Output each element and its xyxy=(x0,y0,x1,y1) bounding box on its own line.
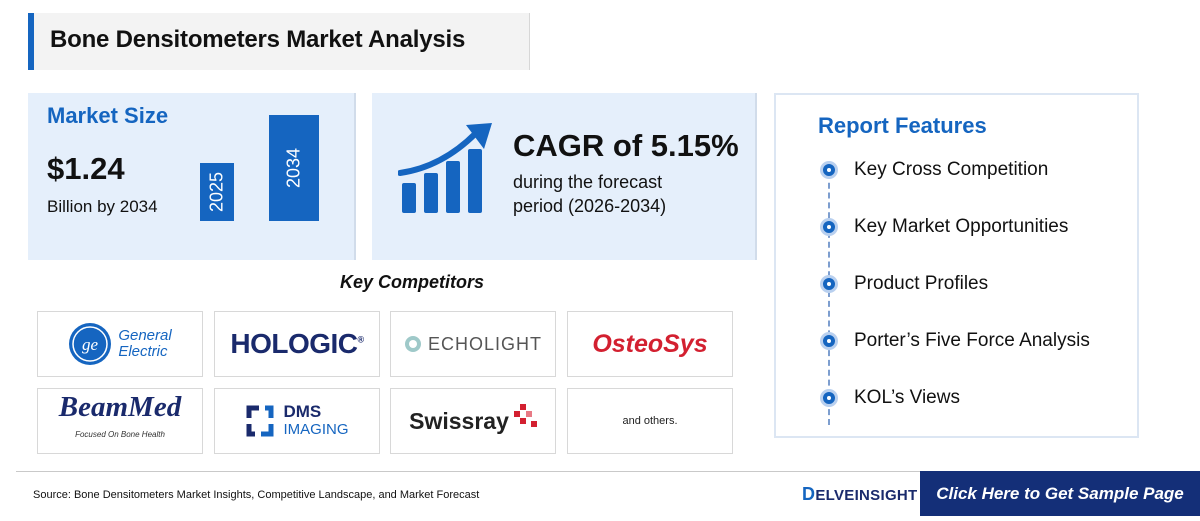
key-competitors-title: Key Competitors xyxy=(340,272,485,292)
page-title: Bone Densitometers Market Analysis xyxy=(50,26,466,53)
feature-item: Product Profiles xyxy=(820,273,988,295)
beammed-text: BeamMed xyxy=(58,391,182,423)
market-size-label: Market Size xyxy=(47,103,169,128)
logo-hologic: HOLOGIC® xyxy=(214,311,380,377)
logo-dms-imaging: DMS IMAGING xyxy=(214,388,380,454)
feature-item: Porter’s Five Force Analysis xyxy=(820,330,1090,352)
dms-bracket-icon xyxy=(246,405,274,437)
logo-swissray: Swissray xyxy=(390,388,556,454)
feature-label: Key Market Opportunities xyxy=(854,216,1069,237)
feature-label: Porter’s Five Force Analysis xyxy=(854,330,1090,351)
brand-initial: D xyxy=(802,484,816,504)
bar-2025-label: 2025 xyxy=(206,171,227,213)
market-size-subtitle: Billion by 2034 xyxy=(47,197,158,216)
report-features-panel: Report Features Key Cross Competition Ke… xyxy=(774,93,1139,438)
swissray-wordmark: Swissray xyxy=(409,407,509,434)
source-note: Source: Bone Densitometers Market Insigh… xyxy=(33,489,480,501)
bar-2034: 2034 xyxy=(269,115,319,221)
footer-divider xyxy=(16,471,1200,472)
cagr-line-2: period (2026-2034) xyxy=(513,196,667,216)
bullet-icon xyxy=(820,218,838,236)
dms-line-1: DMS xyxy=(283,402,322,421)
bullet-icon xyxy=(820,332,838,350)
ge-line-2: Electric xyxy=(118,343,168,360)
cagr-title: CAGR of 5.15% xyxy=(513,128,739,163)
cagr-subtitle: during the forecast period (2026-2034) xyxy=(513,170,666,218)
title-banner: Bone Densitometers Market Analysis xyxy=(28,13,530,70)
bar-2034-label: 2034 xyxy=(283,147,304,189)
others-text: and others. xyxy=(622,415,678,427)
bar-2025: 2025 xyxy=(200,163,234,221)
echolight-icon xyxy=(404,336,421,352)
beammed-wordmark: BeamMed Focused On Bone Health xyxy=(59,393,181,449)
logo-others: and others. xyxy=(567,388,733,454)
bullet-icon xyxy=(820,275,838,293)
feature-item: Key Market Opportunities xyxy=(820,216,1068,238)
ge-line-1: General xyxy=(118,327,172,344)
hologic-text: HOLOGIC xyxy=(230,328,358,359)
feature-item: Key Cross Competition xyxy=(820,159,1048,181)
feature-label: Key Cross Competition xyxy=(854,159,1049,180)
logo-general-electric: ge General Electric xyxy=(37,311,203,377)
market-size-value: $1.24 xyxy=(47,151,125,186)
market-size-panel: Market Size $1.24 Billion by 2034 2025 2… xyxy=(28,93,356,260)
feature-label: KOL’s Views xyxy=(854,387,960,408)
bullet-icon xyxy=(820,389,838,407)
feature-label: Product Profiles xyxy=(854,273,989,294)
swissray-cross-icon xyxy=(513,404,537,427)
dms-wordmark: DMS IMAGING xyxy=(283,403,348,439)
cagr-line-1: during the forecast xyxy=(513,172,663,192)
brand-rest: ELVEINSIGHT xyxy=(815,487,918,504)
beammed-tagline: Focused On Bone Health xyxy=(75,430,165,439)
feature-item: KOL’s Views xyxy=(820,387,960,409)
report-features-title: Report Features xyxy=(818,113,987,138)
svg-text:ge: ge xyxy=(82,335,99,354)
echolight-wordmark: ECHOLIGHT xyxy=(427,333,542,354)
ge-wordmark: General Electric xyxy=(118,328,171,360)
logo-echolight: ECHOLIGHT xyxy=(390,311,556,377)
cagr-panel: CAGR of 5.15% during the forecast period… xyxy=(372,93,757,260)
logo-osteosys: OsteoSys xyxy=(567,311,733,377)
growth-chart-icon xyxy=(398,123,492,213)
hologic-registered-mark: ® xyxy=(357,334,365,345)
dms-line-2: IMAGING xyxy=(283,421,349,438)
get-sample-page-button[interactable]: Click Here to Get Sample Page xyxy=(920,471,1200,516)
osteosys-wordmark: OsteoSys xyxy=(592,329,708,358)
bullet-icon xyxy=(820,161,838,179)
hologic-wordmark: HOLOGIC® xyxy=(230,328,365,360)
logo-beammed: BeamMed Focused On Bone Health xyxy=(37,388,203,454)
delveinsight-logo: DELVEINSIGHT xyxy=(802,484,918,505)
timeline-dashed-line xyxy=(828,163,830,425)
ge-monogram-icon: ge xyxy=(69,323,112,365)
